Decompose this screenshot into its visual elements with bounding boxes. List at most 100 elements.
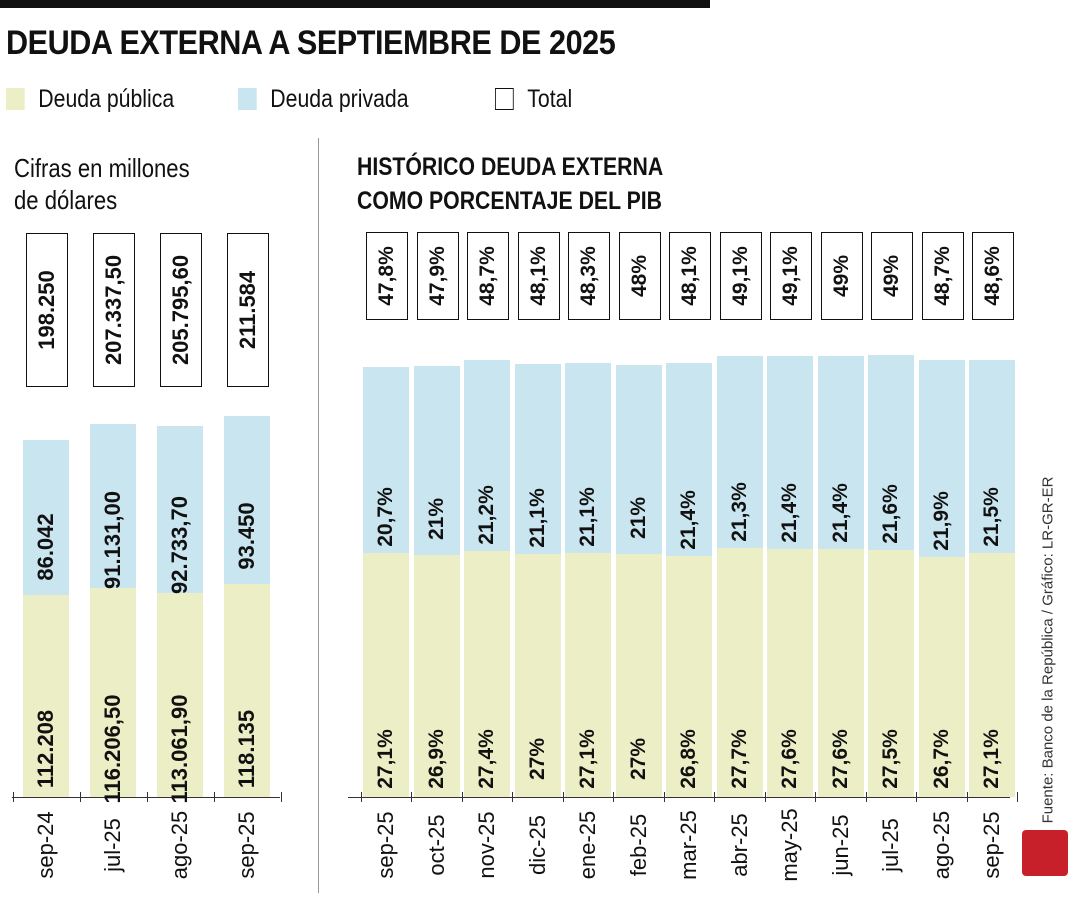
data-label-public: 113.061,90 (167, 694, 192, 804)
total-label: 48,3% (577, 246, 600, 306)
legend-public: Deuda pública (6, 82, 174, 116)
x-tick-label: sep-24 (33, 811, 58, 879)
data-label-public: 26,9% (424, 729, 448, 789)
x-tick (865, 792, 867, 802)
total-label: 48% (627, 254, 651, 298)
x-tick (512, 792, 514, 802)
total-box (160, 233, 202, 387)
bar-public (23, 594, 69, 797)
bar-public (514, 554, 561, 797)
total-label: 48,7% (476, 246, 499, 306)
x-tick (1017, 792, 1019, 802)
data-label-public: 27,4% (475, 729, 498, 789)
total-box (921, 232, 964, 320)
data-label-public: 26,7% (929, 729, 953, 789)
x-tick-label: ago-25 (167, 810, 192, 880)
total-label: 48,1% (678, 246, 701, 306)
subtitle-line: Cifras en millones (14, 153, 190, 183)
data-label-private: 91.131,00 (100, 490, 125, 589)
data-label-public: 118.135 (234, 709, 259, 789)
top-rule (0, 0, 710, 8)
data-label-public: 27,6% (828, 729, 852, 789)
total-label: 49,1% (728, 246, 752, 306)
total-box (93, 233, 135, 387)
total-label: 49,1% (779, 246, 802, 306)
bar-private (413, 366, 460, 555)
x-tick-label: jul-25 (100, 818, 125, 872)
bar-private (90, 423, 136, 588)
bar-public (157, 593, 203, 797)
data-label-public: 112.208 (33, 709, 58, 789)
data-label-private: 93.450 (234, 502, 259, 570)
x-tick-label: nov-25 (474, 811, 499, 879)
x-tick-label: sep-25 (234, 811, 259, 879)
x-tick-label: dic-25 (524, 815, 550, 875)
bar-private (565, 363, 611, 554)
bar-public (918, 556, 965, 797)
total-label: 48,7% (930, 246, 954, 306)
x-tick (360, 792, 362, 802)
title-line: COMO PORCENTAJE DEL PIB (357, 187, 663, 215)
bar-private (224, 415, 270, 585)
total-box (366, 232, 408, 320)
bar-private (817, 356, 864, 549)
x-tick-label: ago-25 (928, 810, 954, 880)
x-tick (146, 792, 148, 802)
data-label-private: 21,5% (980, 487, 1003, 547)
data-label-public: 27,6% (778, 729, 801, 789)
x-tick (461, 792, 463, 802)
total-label: 207.337,50 (101, 254, 126, 366)
x-tick (966, 792, 968, 802)
data-label-private: 21,4% (677, 490, 700, 550)
bar-public (565, 553, 611, 797)
bar-private (464, 359, 510, 551)
total-box (416, 232, 459, 320)
x-tick (916, 792, 918, 802)
total-label: 198.250 (34, 270, 59, 350)
legend-label: Deuda privada (270, 84, 409, 113)
x-tick (815, 792, 817, 802)
bar-public (363, 553, 409, 797)
data-label-public: 27% (626, 737, 650, 781)
x-tick-label: sep-25 (373, 811, 398, 879)
data-label-private: 21,2% (475, 484, 498, 545)
bar-public (969, 553, 1015, 797)
data-label-private: 21,1% (525, 488, 549, 548)
x-tick (764, 792, 766, 802)
x-tick-label: abr-25 (726, 813, 752, 877)
bar-private (157, 426, 203, 594)
bar-public (817, 548, 864, 797)
data-label-public: 27,7% (727, 729, 751, 789)
x-axis (12, 797, 280, 798)
total-label: 49% (880, 254, 903, 298)
total-label: 48,6% (981, 246, 1004, 306)
x-axis (348, 797, 1010, 798)
x-tick (663, 792, 665, 802)
subtitle-line: de dólares (14, 185, 118, 215)
total-label: 211.584 (235, 270, 260, 350)
total-box (669, 232, 711, 320)
x-tick-label: jul-25 (878, 818, 903, 872)
data-label-private: 20,7% (374, 487, 397, 547)
bar-private (767, 356, 813, 549)
legend-total: Total (495, 82, 572, 116)
bar-private (23, 440, 69, 595)
total-box (467, 232, 509, 320)
bar-private (716, 356, 763, 548)
bar-private (615, 365, 662, 555)
legend-private: Deuda privada (238, 82, 409, 116)
data-label-private: 21% (424, 497, 448, 541)
legend-swatch-total (495, 88, 514, 110)
total-box (719, 232, 762, 320)
bar-private (666, 363, 712, 556)
page-title: DEUDA EXTERNA A SEPTIEMBRE DE 2025 (6, 24, 616, 62)
x-tick-label: oct-25 (423, 814, 449, 876)
data-label-private: 21% (626, 497, 650, 540)
data-label-private: 21,3% (727, 482, 751, 542)
bar-private (868, 355, 914, 550)
data-label-private: 21,4% (778, 482, 801, 543)
bar-public (464, 550, 510, 797)
bar-public (868, 549, 914, 797)
data-label-public: 27,1% (980, 729, 1003, 789)
